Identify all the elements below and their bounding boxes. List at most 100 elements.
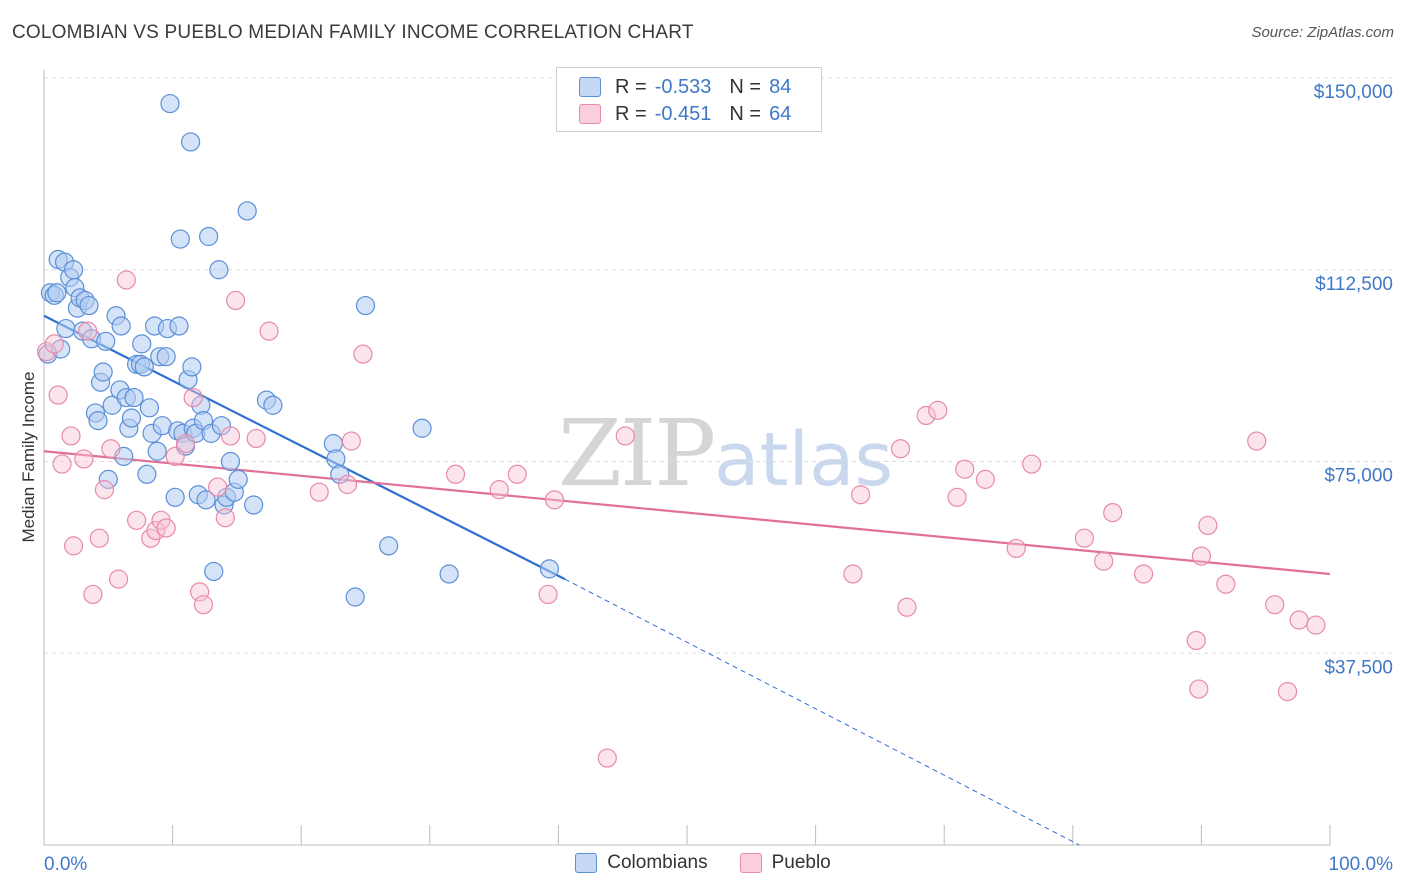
grid-lines — [44, 77, 1395, 654]
source-note: Source: ZipAtlas.com — [1251, 24, 1394, 41]
point-colombians — [79, 295, 99, 316]
point-pueblo — [947, 487, 967, 507]
legend-label-pueblo: Pueblo — [771, 852, 831, 873]
legend-row-pueblo: R = -0.451 N = 64 — [579, 102, 791, 126]
point-pueblo — [1191, 546, 1212, 566]
legend-n-value-colombians: 84 — [769, 75, 792, 98]
point-pueblo — [220, 426, 241, 446]
point-colombians — [165, 487, 185, 507]
point-colombians — [539, 559, 559, 579]
data-points — [36, 93, 1326, 768]
point-pueblo — [1277, 681, 1298, 702]
watermark: ZIPatlas — [558, 400, 893, 507]
point-pueblo — [1094, 551, 1114, 571]
point-colombians — [147, 441, 167, 461]
chart-title: COLOMBIAN VS PUEBLO MEDIAN FAMILY INCOME… — [12, 22, 694, 43]
point-pueblo — [74, 449, 94, 469]
point-colombians — [330, 464, 350, 484]
point-pueblo — [975, 469, 995, 489]
axis-labels: $37,500 $75,000 $112,500 $150,000 0.0% 100.0%… — [19, 82, 1393, 875]
point-colombians — [56, 318, 76, 339]
y-axis-title: Median Family Income — [19, 371, 38, 542]
point-pueblo — [193, 595, 214, 615]
point-colombians — [137, 464, 157, 484]
point-pueblo — [1289, 610, 1309, 630]
point-pueblo — [353, 344, 373, 364]
y-tick-label: $112,500 — [1315, 274, 1393, 295]
point-colombians — [228, 469, 248, 489]
point-colombians — [237, 201, 257, 221]
point-colombians — [160, 93, 180, 114]
point-pueblo — [955, 459, 975, 479]
point-pueblo — [843, 564, 863, 584]
point-colombians — [156, 347, 176, 367]
point-colombians — [169, 316, 189, 336]
point-colombians — [139, 398, 160, 418]
x-tick-label: 0.0% — [44, 854, 87, 875]
point-pueblo — [63, 536, 84, 556]
point-pueblo — [897, 597, 917, 617]
point-pueblo — [44, 334, 64, 354]
legend-label-colombians: Colombians — [607, 852, 708, 873]
point-pueblo — [890, 439, 911, 459]
legend-swatch-colombians — [575, 853, 598, 873]
point-pueblo — [226, 290, 246, 311]
point-pueblo — [190, 582, 210, 602]
point-colombians — [93, 362, 113, 382]
point-pueblo — [851, 485, 871, 505]
point-pueblo — [1265, 595, 1285, 615]
point-pueblo — [1247, 431, 1267, 451]
point-pueblo — [94, 480, 115, 500]
point-pueblo — [175, 434, 196, 454]
point-pueblo — [507, 464, 527, 484]
point-pueblo — [126, 510, 147, 530]
point-pueblo — [1189, 679, 1209, 699]
legend-r-label: R = — [615, 102, 647, 125]
legend-swatch-pueblo — [739, 853, 762, 873]
point-pueblo — [1074, 528, 1094, 548]
legend-swatch-pueblo — [579, 104, 601, 124]
trend-extension-colombians — [564, 578, 1080, 846]
point-pueblo — [215, 508, 235, 528]
point-colombians — [182, 357, 202, 377]
point-pueblo — [337, 474, 358, 495]
point-colombians — [170, 229, 190, 249]
point-colombians — [244, 495, 264, 515]
series-legend: Colombians Pueblo — [0, 852, 1406, 874]
point-colombians — [263, 395, 283, 415]
point-pueblo — [341, 431, 361, 451]
point-pueblo — [259, 321, 279, 341]
point-pueblo — [928, 400, 948, 420]
point-colombians — [51, 339, 71, 359]
point-pueblo — [156, 518, 176, 538]
point-colombians — [181, 132, 201, 152]
point-pueblo — [36, 341, 57, 362]
point-colombians — [121, 408, 142, 428]
point-pueblo — [1306, 615, 1326, 635]
point-colombians — [345, 587, 365, 607]
point-pueblo — [246, 428, 266, 449]
point-pueblo — [916, 405, 936, 426]
point-pueblo — [544, 490, 565, 510]
point-colombians — [88, 410, 108, 431]
point-pueblo — [1103, 503, 1123, 523]
point-pueblo — [1186, 630, 1206, 651]
point-pueblo — [1006, 538, 1026, 559]
point-colombians — [96, 331, 116, 351]
legend-row-colombians: R = -0.533 N = 84 — [579, 75, 791, 99]
point-colombians — [47, 283, 67, 303]
point-colombians — [199, 226, 219, 247]
legend-item-colombians: Colombians — [575, 852, 708, 874]
point-pueblo — [489, 480, 509, 500]
point-pueblo — [48, 385, 68, 405]
point-colombians — [204, 561, 224, 582]
point-pueblo — [83, 584, 103, 605]
legend-r-value-pueblo: -0.451 — [654, 102, 712, 125]
point-colombians — [209, 260, 229, 280]
point-colombians — [379, 536, 399, 556]
point-colombians — [98, 469, 118, 489]
point-pueblo — [615, 426, 635, 446]
point-colombians — [132, 334, 152, 354]
legend-n-label: N = — [729, 102, 762, 125]
